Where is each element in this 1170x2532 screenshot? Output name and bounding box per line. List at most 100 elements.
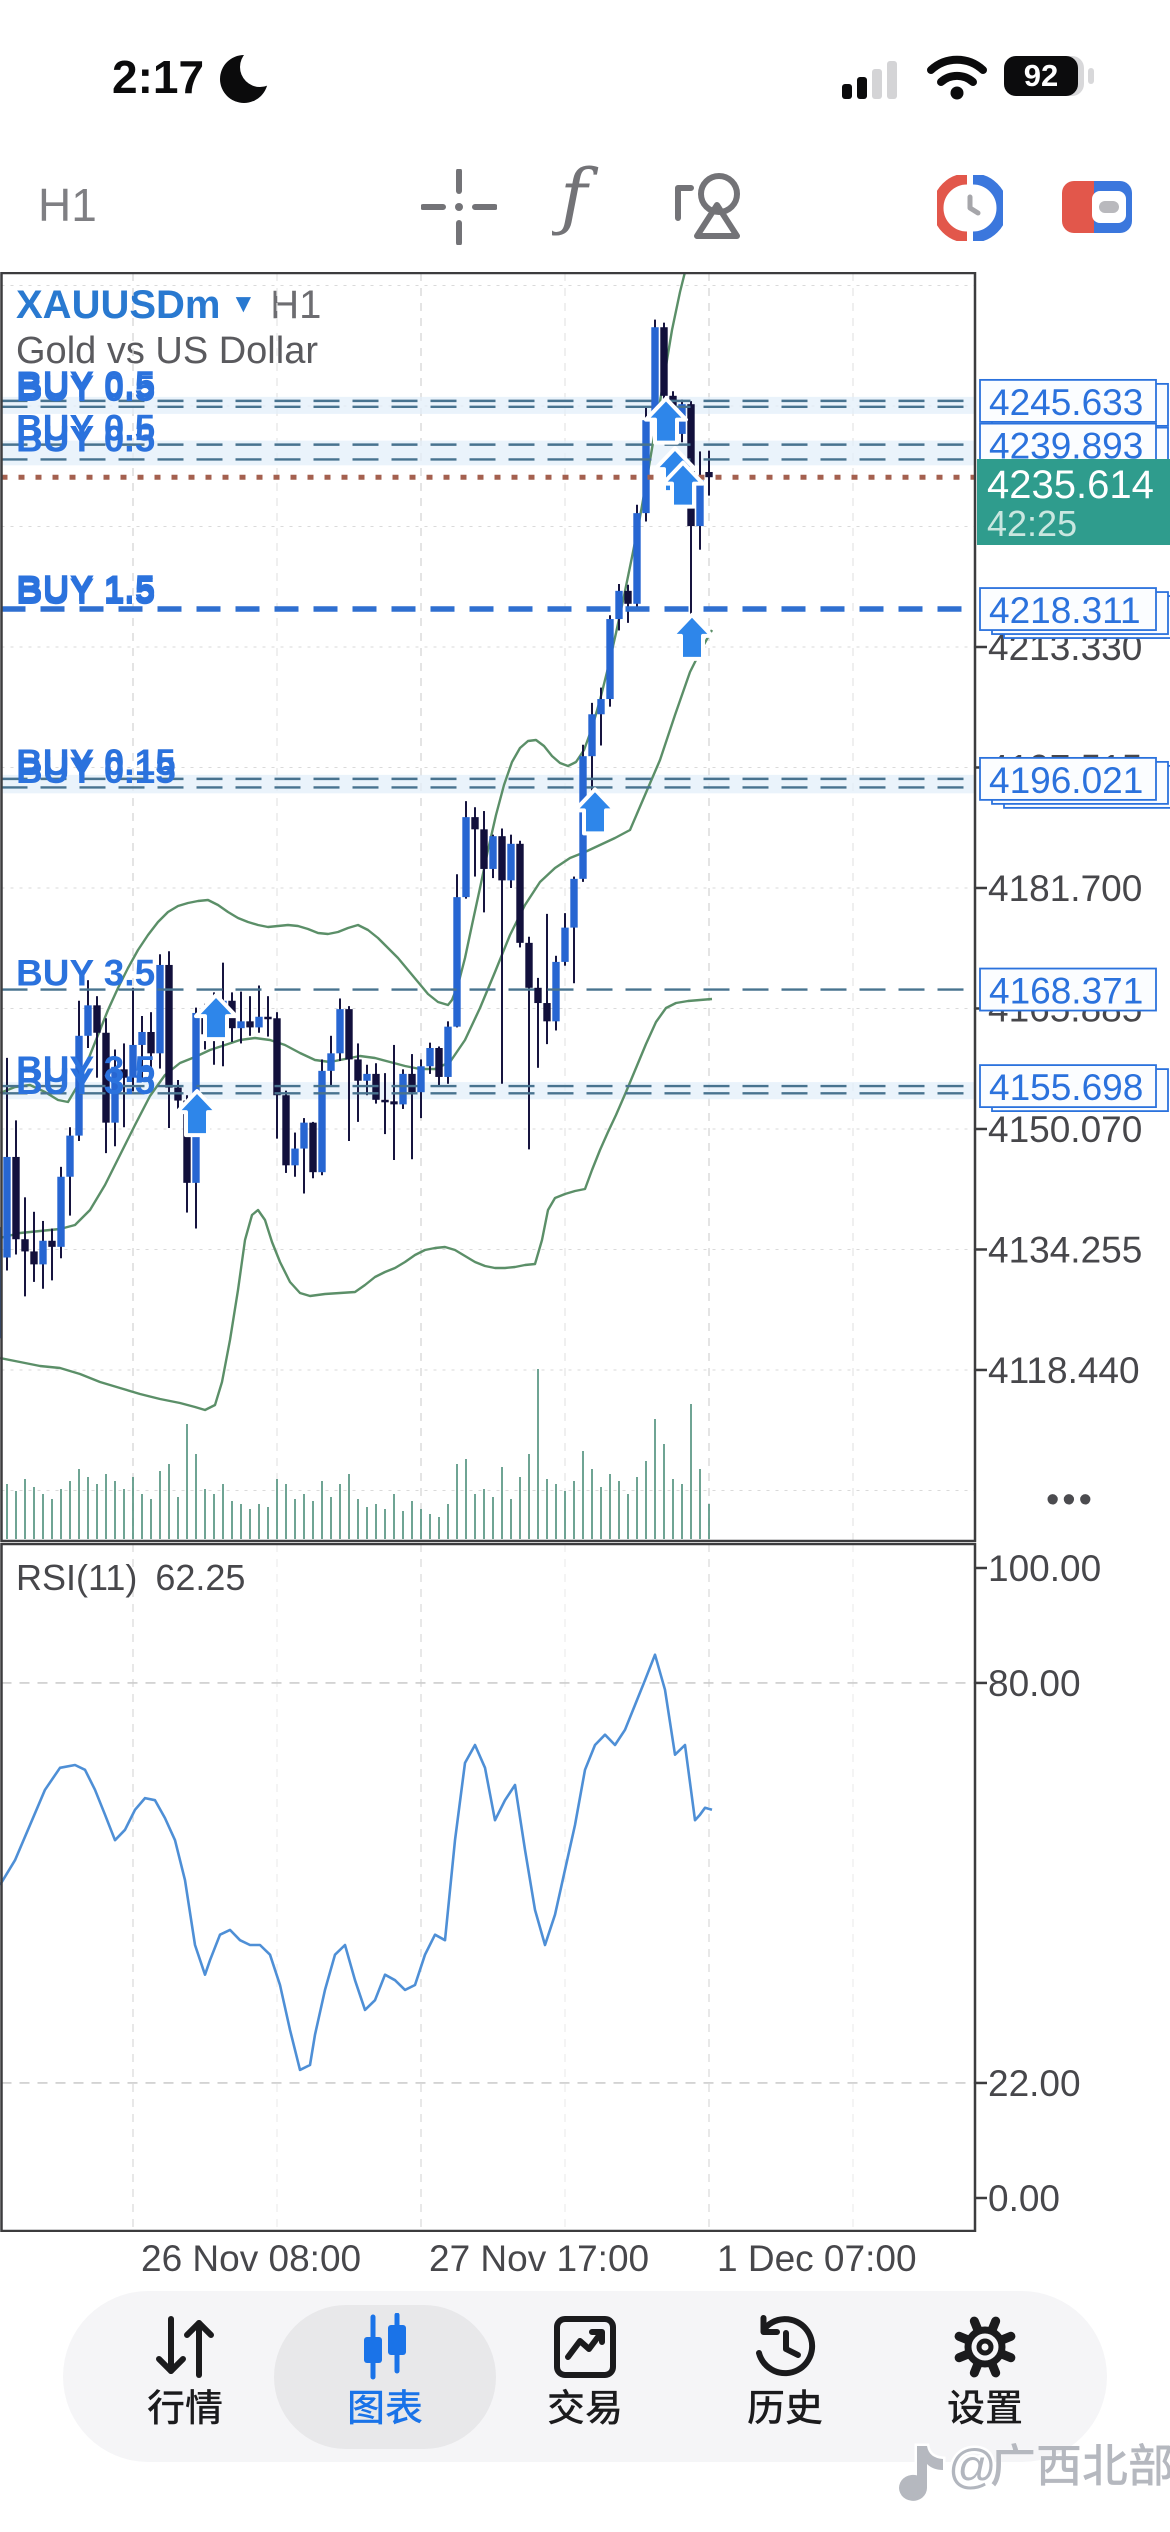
chart-shape — [977, 459, 1170, 545]
chart-shape — [417, 1066, 425, 1093]
selected-tab-highlight — [274, 2305, 496, 2449]
chart-shape — [0, 629, 714, 1240]
chart-shape — [573, 787, 617, 836]
chart-shape — [120, 1069, 128, 1078]
connection-toggle-icon[interactable] — [1062, 181, 1132, 233]
rsi-axis-label: 80.00 — [988, 1663, 1081, 1704]
chart-shape — [264, 1016, 272, 1020]
order-price-box: 4155.698 — [989, 1067, 1143, 1108]
time-axis-label: 27 Nov 17:00 — [429, 2238, 650, 2279]
chart-shape — [111, 1069, 119, 1123]
chart-shape — [309, 1122, 317, 1173]
chart-shape — [644, 396, 688, 445]
trade-icon — [554, 2316, 616, 2378]
symbol-timeframe: H1 — [270, 283, 322, 327]
svg-text:@: @ — [948, 2441, 997, 2494]
chart-shape — [0, 997, 713, 1412]
order-label: BUY 3.5 — [16, 1049, 155, 1090]
chart-shape — [543, 1003, 551, 1022]
order-price-box: 4218.311 — [989, 590, 1141, 631]
chart-shape — [93, 1005, 101, 1033]
chart-shape — [354, 1059, 362, 1081]
chart-shape — [165, 964, 173, 1088]
chart-shape — [979, 422, 1157, 467]
svg-text:ƒ: ƒ — [552, 164, 599, 240]
nav-item-trade[interactable] — [485, 2305, 685, 2449]
chart-shape — [597, 699, 605, 715]
crosshair-icon[interactable] — [421, 169, 497, 245]
order-price-box: 4168.371 — [989, 971, 1143, 1012]
chart-shape — [444, 1026, 452, 1077]
indicators-icon[interactable]: ƒ — [552, 164, 622, 250]
chart-shape — [39, 1240, 47, 1265]
chart-shape — [327, 1053, 335, 1071]
chart-shape — [453, 897, 461, 1027]
rsi-axis-label: 0.00 — [988, 2178, 1060, 2219]
battery-percent: 92 — [1024, 58, 1058, 93]
bar-countdown: 42:25 — [987, 503, 1077, 544]
bid-price: 4235.614 — [987, 463, 1154, 507]
quotes-icon — [156, 2316, 214, 2378]
chart-shape — [570, 878, 578, 928]
price-axis-label: 4150.070 — [988, 1109, 1142, 1150]
order-label: BUY 0.5 — [16, 364, 155, 405]
order-price-box: 4245.633 — [989, 382, 1143, 423]
chart-shape — [615, 590, 623, 620]
time-axis-label: 1 Dec 07:00 — [717, 2238, 917, 2279]
chart-shape — [516, 843, 524, 943]
order-label: BUY 0.15 — [16, 750, 176, 791]
chart-shape — [489, 836, 497, 869]
chart-shape — [480, 829, 488, 869]
nav-item-settings[interactable] — [885, 2305, 1085, 2449]
chart-shape — [561, 927, 569, 962]
rsi-label: RSI(11) 62.25 — [16, 1557, 245, 1598]
chart-shape — [525, 942, 533, 988]
buy-arrow-marker — [644, 396, 688, 445]
chart-shape — [21, 1239, 29, 1252]
price-axis-label: 4118.440 — [988, 1350, 1140, 1391]
chart-shape — [138, 1031, 146, 1045]
chart-shape — [336, 1009, 344, 1054]
symbol-selector[interactable]: XAUUSDm ▼ H1 — [16, 283, 321, 328]
rsi-chart[interactable]: 100.00 80.00 22.00 0.00 RSI(11) 62.25 — [0, 1543, 1170, 2232]
watermark: @ — [896, 2439, 1170, 2504]
price-axis-label: 4134.255 — [988, 1229, 1142, 1270]
chart-shape — [57, 1176, 65, 1247]
chart-shape — [633, 513, 641, 604]
buy-arrow-marker — [661, 460, 705, 509]
chart-shape — [12, 1156, 20, 1240]
chart-shape — [552, 961, 560, 1022]
chart-shape — [66, 1135, 74, 1177]
symbol-name: XAUUSDm — [16, 283, 221, 327]
chart-shape — [129, 1044, 137, 1078]
trade-hours-icon[interactable] — [937, 175, 1003, 241]
status-time: 2:17 — [112, 51, 205, 103]
settings-gear-icon — [954, 2316, 1016, 2378]
time-axis-label: 26 Nov 08:00 — [141, 2238, 362, 2279]
chart-shape — [498, 836, 506, 881]
order-label: BUY 3.5 — [16, 953, 155, 994]
chart-shape — [705, 471, 713, 478]
chart-shape — [3, 1156, 11, 1258]
nav-label — [147, 2389, 222, 2425]
chart-shape — [246, 1021, 254, 1028]
rsi-axis-label: 22.00 — [988, 2063, 1081, 2104]
chart-shape — [399, 1073, 407, 1105]
chart-shape — [75, 1035, 83, 1136]
chart-shape — [237, 1021, 245, 1029]
chart-shape — [534, 987, 542, 1004]
nav-item-quotes[interactable] — [85, 2305, 285, 2449]
chart-shape — [660, 327, 668, 396]
order-label: BUY 0.5 — [16, 419, 155, 460]
buy-arrow-marker — [194, 993, 238, 1042]
chart-shape — [273, 1018, 281, 1096]
timeframe-button[interactable]: H1 — [38, 179, 97, 231]
chart-shape — [318, 1070, 326, 1173]
chevron-down-icon: ▼ — [230, 288, 257, 318]
objects-icon[interactable] — [671, 166, 753, 248]
nav-item-history[interactable] — [685, 2305, 885, 2449]
chart-shape — [426, 1047, 434, 1067]
nav-item-charts[interactable] — [285, 2305, 485, 2449]
